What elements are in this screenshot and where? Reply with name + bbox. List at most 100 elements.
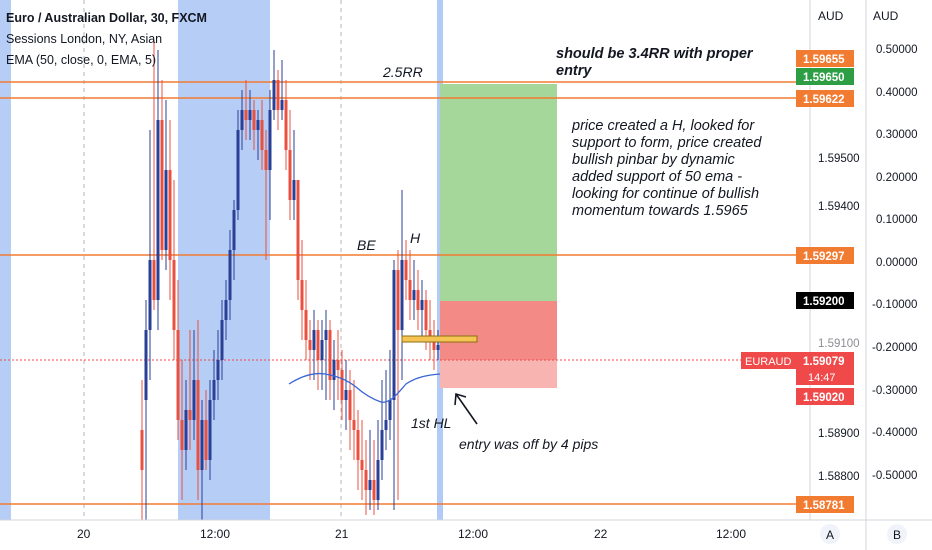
time-tick: 12:00 <box>200 527 230 541</box>
candle-bear <box>356 430 360 460</box>
annotation-analysis[interactable]: price created a H, looked for support to… <box>572 118 762 219</box>
b-scale-label: B <box>893 528 901 542</box>
candle-bear <box>264 150 268 170</box>
candle-bear <box>416 290 420 310</box>
entry-marker[interactable] <box>401 335 478 343</box>
pl-scale[interactable] <box>866 0 932 520</box>
annotation-be[interactable]: BE <box>357 237 376 253</box>
price-tick: 1.59100 <box>818 338 860 350</box>
candle-bull <box>344 390 348 400</box>
time-tick: 20 <box>77 527 91 541</box>
candle-bear <box>396 270 400 330</box>
annotation-high[interactable]: H <box>410 230 421 246</box>
candle-bear <box>284 100 288 150</box>
candle-bear <box>160 120 164 250</box>
price-tick: 1.59500 <box>818 153 860 165</box>
candle-bear <box>168 170 172 260</box>
candle-bull <box>272 80 276 110</box>
sessions-indicator-legend[interactable]: Sessions London, NY, Asian <box>6 32 163 46</box>
candle-bear <box>424 300 428 330</box>
candle-bear <box>408 280 412 300</box>
annotation-rr[interactable]: 2.5RR <box>383 64 423 80</box>
symbol-label-bg <box>741 352 796 369</box>
candle-bull <box>388 400 392 420</box>
price-axis-header: AUD <box>818 9 844 23</box>
candle-bull <box>268 110 272 170</box>
candle-bull <box>384 420 388 430</box>
profit-zone[interactable] <box>440 84 557 301</box>
candle-bull <box>200 420 204 470</box>
loss-zone-upper[interactable] <box>440 301 557 360</box>
pl-tick: 0.20000 <box>876 172 918 184</box>
candle-bear <box>188 410 192 420</box>
candle-bull <box>436 345 440 350</box>
candle-bear <box>252 110 256 130</box>
candle-bear <box>352 420 356 430</box>
candle-bull <box>184 410 188 450</box>
entry-arrow-head <box>454 392 467 406</box>
price-label-bg <box>796 50 854 67</box>
pl-tick: -0.30000 <box>872 385 917 397</box>
last-price-label: 1.59079 <box>803 356 845 368</box>
candle-bear <box>140 430 144 470</box>
symbol-label: EURAUD <box>745 356 792 368</box>
price-label-bg <box>796 90 854 107</box>
candle-bear <box>304 310 308 340</box>
candle-bull <box>312 330 316 350</box>
candle-bull <box>156 120 160 300</box>
candle-bear <box>336 360 340 370</box>
symbol-legend[interactable]: Euro / Australian Dollar, 30, FXCM <box>6 11 207 25</box>
candle-bear <box>340 370 344 400</box>
candle-bull <box>248 110 252 120</box>
candle-bull <box>232 210 236 250</box>
price-label-bg <box>796 247 854 264</box>
pl-tick: -0.40000 <box>872 427 917 439</box>
candle-bull <box>192 380 196 420</box>
candle-bull <box>324 330 328 340</box>
price-label-bg <box>796 292 854 309</box>
candle-bull <box>256 120 260 130</box>
price-tick: 1.58800 <box>818 471 860 483</box>
candle-bull <box>220 320 224 360</box>
pl-tick: 0.10000 <box>876 214 918 226</box>
pl-tick: -0.10000 <box>872 299 917 311</box>
auto-scale-button[interactable] <box>820 524 840 544</box>
candle-bear <box>172 260 176 330</box>
candle-bear <box>276 80 280 110</box>
candle-bear <box>152 260 156 300</box>
candle-bull <box>208 400 212 460</box>
time-scale[interactable] <box>0 520 810 550</box>
time-tick: 22 <box>594 527 608 541</box>
candle-bear <box>300 280 304 310</box>
session-highlight-left-edge <box>0 0 11 520</box>
candle-bear <box>360 460 364 470</box>
candlestick-series <box>140 40 440 520</box>
price-label-stop: 1.59020 <box>803 392 845 404</box>
pl-tick: 0.50000 <box>876 44 918 56</box>
b-scale-button[interactable] <box>887 524 907 544</box>
candle-bull <box>332 360 336 380</box>
time-tick: 12:00 <box>458 527 488 541</box>
candle-bull <box>240 110 244 130</box>
candle-bear <box>364 470 368 490</box>
candle-bear <box>296 180 300 280</box>
pl-tick: -0.50000 <box>872 470 917 482</box>
annotation-entry-off[interactable]: entry was off by 4 pips <box>459 436 599 452</box>
price-label-target: 1.59650 <box>803 72 845 84</box>
candle-bull <box>320 340 324 360</box>
price-label-bottom-line: 1.58781 <box>803 500 845 512</box>
session-highlight-asian <box>178 0 270 520</box>
annotation-proper-entry[interactable]: should be 3.4RR with proper entry <box>556 46 753 79</box>
chart-legend[interactable]: Euro / Australian Dollar, 30, FXCM Sessi… <box>6 8 207 71</box>
candle-bear <box>372 480 376 500</box>
candle-bear <box>288 150 292 200</box>
price-label-bg <box>796 496 854 513</box>
annotation-first-hl[interactable]: 1st HL <box>411 415 452 431</box>
candle-bull <box>292 180 296 200</box>
time-tick: 12:00 <box>716 527 746 541</box>
ema-indicator-legend[interactable]: EMA (50, close, 0, EMA, 5) <box>6 53 157 67</box>
candle-bull <box>400 260 404 330</box>
loss-zone-lower[interactable] <box>440 360 557 388</box>
